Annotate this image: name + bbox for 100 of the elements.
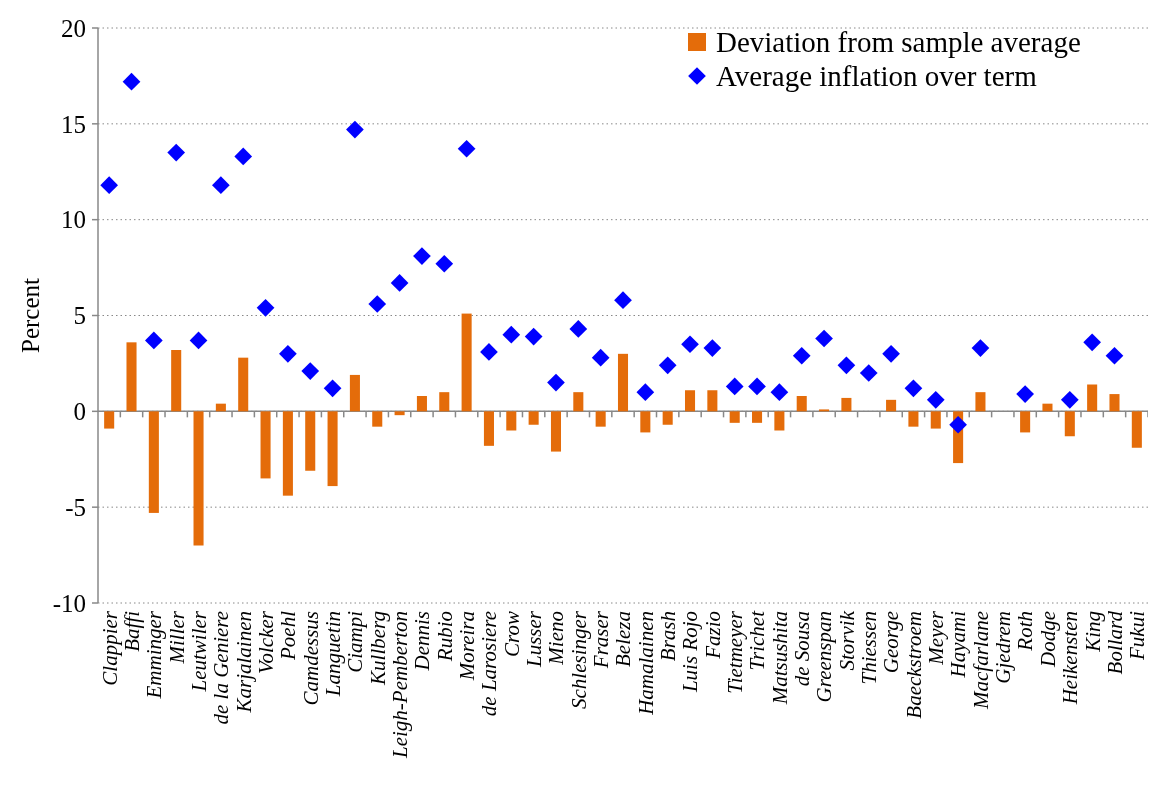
point [413,247,431,265]
bar [528,411,539,425]
x-tick-label: King [1080,611,1105,653]
bar [439,392,450,412]
point [279,344,297,363]
x-tick-label: George [879,611,904,674]
bar [662,411,673,425]
bar [260,411,271,479]
y-tick-label: 10 [61,206,86,234]
bar [729,411,740,423]
point [1105,346,1124,365]
bar [841,397,852,412]
x-tick-label: Crow [499,611,524,657]
bar [1087,384,1098,412]
bar [483,411,494,446]
x-tick-label: Dennis [410,611,435,672]
bar [774,411,785,431]
point [1060,390,1079,409]
y-axis-title: Percent [16,277,44,353]
x-tick-label: Volcker [253,610,278,674]
x-tick-label: Dodge [1035,611,1060,668]
bar [707,390,718,412]
point [815,329,833,348]
y-tick-label: 0 [73,398,86,426]
bar [1042,403,1053,412]
bar [349,374,360,412]
bar [1109,394,1120,412]
point [748,377,766,396]
legend-label: Average inflation over term [716,60,1038,93]
point [770,383,789,402]
x-tick-label: Rubio [432,611,457,663]
bar [372,411,383,427]
point [837,356,856,375]
bar [640,411,651,433]
y-tick-label: 15 [61,110,86,138]
x-tick-label: Camdessus [298,611,323,706]
point [658,356,677,375]
point [189,331,208,350]
point [368,295,387,313]
point [524,327,543,346]
point [122,72,141,91]
x-tick-label: Leutwiler [186,610,211,693]
x-tick-label: Karjalainen [231,611,256,714]
point [1016,385,1034,403]
x-tick-label: Brash [656,611,681,662]
x-tick-label: Fukui [1125,610,1150,661]
bar [573,392,584,412]
point [323,379,342,398]
bar [886,399,897,412]
point [502,325,521,344]
x-tick-label: Meyer [924,610,949,666]
point [792,346,811,365]
point [167,143,186,162]
point [1083,333,1102,352]
x-tick-label: Moreira [454,611,479,682]
bar [1131,411,1142,448]
point [636,383,655,402]
point [390,274,409,292]
x-tick-label: Poehl [276,610,301,661]
x-tick-label: de Larosiere [477,611,502,717]
point [703,339,722,357]
bar [617,353,629,412]
point [859,364,878,382]
bar [394,411,405,416]
point [346,120,364,139]
x-tick-label: Beleza [611,611,636,667]
bar [215,403,226,412]
legend-label: Deviation from sample average [716,26,1081,59]
bar [282,411,293,496]
x-tick-label: Greenspan [812,611,837,703]
bar [193,411,204,546]
point [971,339,990,357]
point [457,139,476,158]
point [435,254,454,273]
x-tick-label: de la Geniere [209,611,234,725]
bar [1020,411,1031,433]
bar [930,411,941,429]
y-tick-label: 20 [61,14,86,42]
x-tick-label: Thiessen [857,611,882,685]
point [547,373,565,392]
point [904,379,923,398]
x-tick-label: Roth [1013,611,1038,652]
y-tick-label: 5 [73,302,86,330]
bar [327,411,338,487]
point [256,298,275,317]
bar [796,396,807,412]
x-tick-label: Tietmeyer [723,610,748,694]
point [144,331,163,350]
point [882,344,900,363]
bar [506,411,517,431]
point [725,377,744,396]
point [949,415,967,434]
x-tick-label: de Sousa [790,611,815,687]
bar [148,411,159,513]
bar [908,411,919,427]
x-tick-label: Hamalainen [633,611,658,716]
bar [461,313,472,412]
point [100,176,119,195]
point [681,335,699,354]
x-tick-label: Languetin [320,611,345,698]
